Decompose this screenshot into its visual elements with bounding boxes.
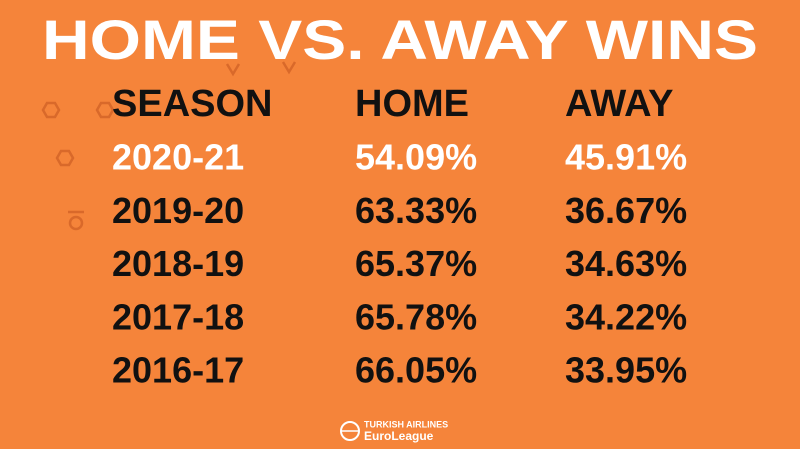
table: SEASON HOME AWAY 2020-21 54.09% 45.91% 2019-20… <box>112 83 687 391</box>
hexagon <box>41 101 61 119</box>
table-row: 2019-20 63.33% 36.67% <box>112 190 687 231</box>
table-cell: 2016-17 <box>112 350 244 391</box>
title: HOME VS. AWAY WINS <box>42 8 758 71</box>
brand: TURKISH AIRLINES <box>364 419 448 429</box>
triangle <box>225 63 241 77</box>
table-cell: 65.37% <box>355 243 477 284</box>
table-cell: 2017-18 <box>112 296 244 337</box>
league: EuroLeague <box>364 429 434 443</box>
table-cell: 2019-20 <box>112 190 244 231</box>
table-cell: 2020-21 <box>112 137 244 178</box>
table-cell: 34.22% <box>565 296 687 337</box>
hexagon <box>55 149 75 167</box>
table-cell: 54.09% <box>355 137 477 178</box>
logo: TURKISH AIRLINES EuroLeague <box>340 419 448 443</box>
table-cell: 65.78% <box>355 296 477 337</box>
column-header: HOME <box>355 83 469 125</box>
ring <box>68 215 84 231</box>
column-header: AWAY <box>565 83 673 125</box>
table-cell: 34.63% <box>565 243 687 284</box>
table-cell: 2018-19 <box>112 243 244 284</box>
table-row: 2016-17 66.05% 33.95% <box>112 350 687 391</box>
hexagon <box>95 101 115 119</box>
table-row: 2018-19 65.37% 34.63% <box>112 243 687 284</box>
column-header: SEASON <box>112 83 272 125</box>
table-cell: 66.05% <box>355 350 477 391</box>
table-row: 2020-21 54.09% 45.91% <box>112 137 687 178</box>
table-cell: 63.33% <box>355 190 477 231</box>
table-cell: 45.91% <box>565 137 687 178</box>
table-cell: 33.95% <box>565 350 687 391</box>
triangle <box>281 61 297 75</box>
table-cell: 36.67% <box>565 190 687 231</box>
decorations <box>41 61 297 231</box>
table-row: 2017-18 65.78% 34.22% <box>112 296 687 337</box>
